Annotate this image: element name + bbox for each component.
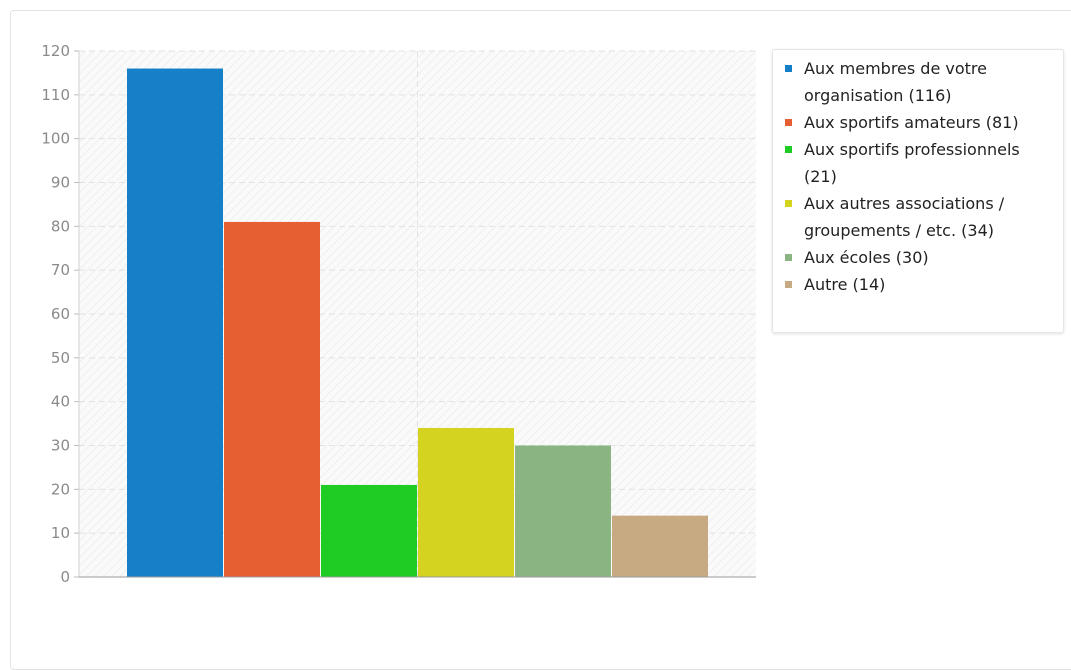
bar-1[interactable] xyxy=(127,68,223,578)
bar-2[interactable] xyxy=(224,221,320,577)
legend-label: Aux membres de votre organisation (116) xyxy=(804,59,987,105)
y-tick-label: 70 xyxy=(51,261,70,279)
y-tick-label: 40 xyxy=(51,393,70,411)
y-tick-label: 110 xyxy=(41,86,70,104)
y-tick-label: 120 xyxy=(41,42,70,60)
legend-item[interactable]: Aux sportifs professionnels (21) xyxy=(785,136,1055,190)
legend-swatch xyxy=(785,119,792,126)
legend-swatch xyxy=(785,146,792,153)
legend-label: Aux autres associations / groupements / … xyxy=(804,194,1005,240)
legend-label: Aux sportifs professionnels (21) xyxy=(804,140,1020,186)
legend-swatch xyxy=(785,281,792,288)
legend-item[interactable]: Aux autres associations / groupements / … xyxy=(785,190,1055,244)
bar-chart: 0 10 20 30 40 50 60 70 80 90 100 110 120 xyxy=(41,42,756,586)
chart-legend: Aux membres de votre organisation (116) A… xyxy=(772,49,1064,333)
bars xyxy=(127,68,708,578)
legend-swatch xyxy=(785,200,792,207)
y-axis-ticks: 0 10 20 30 40 50 60 70 80 90 100 110 120 xyxy=(41,42,79,586)
legend-label: Autre (14) xyxy=(804,275,886,294)
legend-swatch xyxy=(785,65,792,72)
y-tick-label: 10 xyxy=(51,524,70,542)
y-tick-label: 60 xyxy=(51,305,70,323)
y-tick-label: 30 xyxy=(51,437,70,455)
legend-item[interactable]: Aux membres de votre organisation (116) xyxy=(785,55,1055,109)
legend-swatch xyxy=(785,254,792,261)
legend-item[interactable]: Aux écoles (30) xyxy=(785,244,1055,271)
legend-item[interactable]: Autre (14) xyxy=(785,271,1055,298)
y-tick-label: 80 xyxy=(51,217,70,235)
y-tick-label: 0 xyxy=(60,568,70,586)
y-tick-label: 20 xyxy=(51,480,70,498)
bar-4[interactable] xyxy=(418,427,514,577)
legend-label: Aux sportifs amateurs (81) xyxy=(804,113,1019,132)
y-tick-label: 50 xyxy=(51,349,70,367)
bar-3[interactable] xyxy=(321,484,417,577)
legend-label: Aux écoles (30) xyxy=(804,248,929,267)
y-tick-label: 90 xyxy=(51,174,70,192)
bar-5[interactable] xyxy=(515,445,611,578)
legend-item[interactable]: Aux sportifs amateurs (81) xyxy=(785,109,1055,136)
y-tick-label: 100 xyxy=(41,130,70,148)
bar-6[interactable] xyxy=(612,515,708,577)
